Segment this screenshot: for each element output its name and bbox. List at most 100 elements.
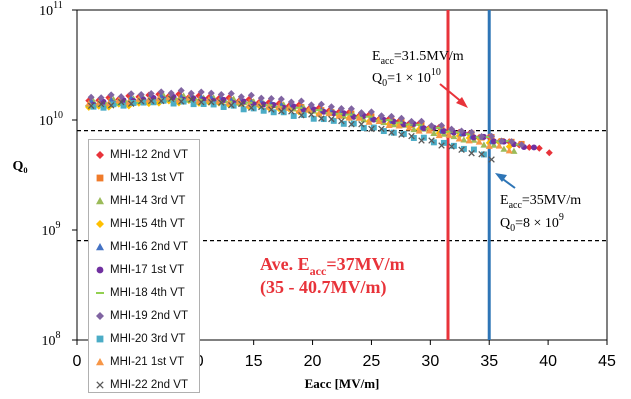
- legend-marker-icon: [96, 150, 104, 159]
- data-point: [420, 125, 427, 132]
- data-point: [478, 132, 486, 140]
- data-point: [418, 137, 425, 144]
- data-point: [297, 97, 305, 105]
- data-point: [370, 124, 377, 131]
- data-point: [337, 105, 345, 113]
- data-point: [87, 102, 95, 110]
- legend-marker-shape: [96, 311, 104, 320]
- data-point: [275, 103, 283, 110]
- legend-label: MHI-13 1st VT: [110, 171, 185, 184]
- data-point: [415, 123, 423, 126]
- data-point: [510, 147, 518, 154]
- data-point: [217, 91, 225, 99]
- data-point: [187, 89, 195, 97]
- data-point: [488, 132, 496, 140]
- data-point: [307, 101, 315, 109]
- data-point: [458, 127, 466, 135]
- data-point: [127, 90, 135, 98]
- svg-text:Eacc=35MV/m: Eacc=35MV/m: [500, 193, 581, 211]
- legend-label: MHI-22 2nd VT: [110, 378, 188, 391]
- data-point: [455, 131, 463, 134]
- data-point: [180, 98, 187, 105]
- data-points: [85, 86, 553, 163]
- data-point: [278, 107, 285, 115]
- data-point: [368, 125, 375, 133]
- data-point: [258, 103, 265, 111]
- data-point: [365, 118, 373, 125]
- legend-marker-icon: [96, 335, 104, 342]
- data-point: [117, 98, 125, 106]
- legend-label: MHI-15 4th VT: [110, 217, 185, 230]
- x-tick-label: 0: [73, 353, 82, 370]
- x-tick-label: 15: [245, 353, 263, 370]
- legend-marker-icon: [96, 266, 104, 273]
- data-point: [267, 94, 275, 102]
- data-point: [438, 142, 445, 149]
- data-point: [277, 95, 285, 103]
- data-point: [378, 125, 385, 133]
- legend-marker-shape: [96, 196, 104, 204]
- data-point: [197, 88, 205, 96]
- data-point: [107, 102, 115, 109]
- data-point: [458, 146, 465, 154]
- data-point: [247, 91, 255, 99]
- svg-text:Q0=8 × 109: Q0=8 × 109: [500, 212, 564, 234]
- data-point: [355, 114, 363, 121]
- data-point: [237, 93, 245, 101]
- legend-label: MHI-16 2nd VT: [110, 240, 188, 253]
- data-point: [505, 147, 513, 154]
- data-point: [87, 93, 95, 101]
- data-point: [365, 115, 373, 118]
- legend-marker-icon: [96, 196, 104, 204]
- blue-spec-annotation: Eacc=35MV/m Q0=8 × 109: [500, 193, 581, 234]
- legend-marker-icon: [96, 219, 104, 228]
- red-spec-arrow: [439, 83, 464, 104]
- data-point: [430, 129, 438, 136]
- data-point: [508, 138, 516, 146]
- data-point: [465, 133, 473, 136]
- average-annotation: Ave. Eacc=37MV/m (35 - 40.7MV/m): [260, 254, 405, 298]
- data-point: [385, 121, 393, 128]
- data-point: [107, 91, 115, 99]
- data-point: [218, 99, 225, 106]
- data-point: [468, 149, 475, 157]
- data-point: [255, 100, 263, 107]
- legend-marker-shape: [96, 357, 104, 365]
- legend-marker-icon: [96, 291, 104, 294]
- data-point: [435, 126, 443, 129]
- data-point: [110, 101, 117, 108]
- data-point: [518, 141, 526, 149]
- legend: MHI-12 2nd VT MHI-13 1st VT MHI-14 3rd VT M…: [88, 139, 200, 393]
- data-point: [485, 142, 493, 149]
- x-tick-label: 30: [421, 353, 439, 370]
- data-point: [405, 124, 413, 131]
- data-point: [470, 146, 477, 153]
- data-point: [147, 97, 155, 105]
- data-point: [428, 122, 436, 130]
- data-point: [290, 112, 297, 119]
- data-point: [257, 94, 265, 102]
- y-axis: 108 109 1010 1011: [39, 0, 77, 349]
- data-point: [370, 116, 377, 123]
- data-point: [207, 89, 215, 97]
- data-point: [167, 89, 175, 97]
- reference-lines: [77, 10, 607, 340]
- data-point: [478, 150, 485, 158]
- data-point: [100, 104, 107, 111]
- data-point: [460, 145, 467, 152]
- data-point: [377, 112, 385, 120]
- red-spec-arrowhead: [456, 97, 468, 108]
- data-point: [227, 89, 235, 97]
- data-point: [268, 106, 275, 113]
- data-point: [407, 117, 415, 125]
- data-point: [170, 100, 177, 107]
- data-point: [535, 144, 543, 152]
- legend-marker-icon: [96, 174, 104, 181]
- data-point: [395, 122, 403, 129]
- data-point: [130, 99, 137, 106]
- x-axis-label: Eacc [MV/m]: [305, 376, 380, 391]
- data-point: [315, 110, 323, 117]
- data-point: [450, 142, 457, 149]
- data-point: [490, 138, 497, 145]
- data-point: [298, 112, 305, 119]
